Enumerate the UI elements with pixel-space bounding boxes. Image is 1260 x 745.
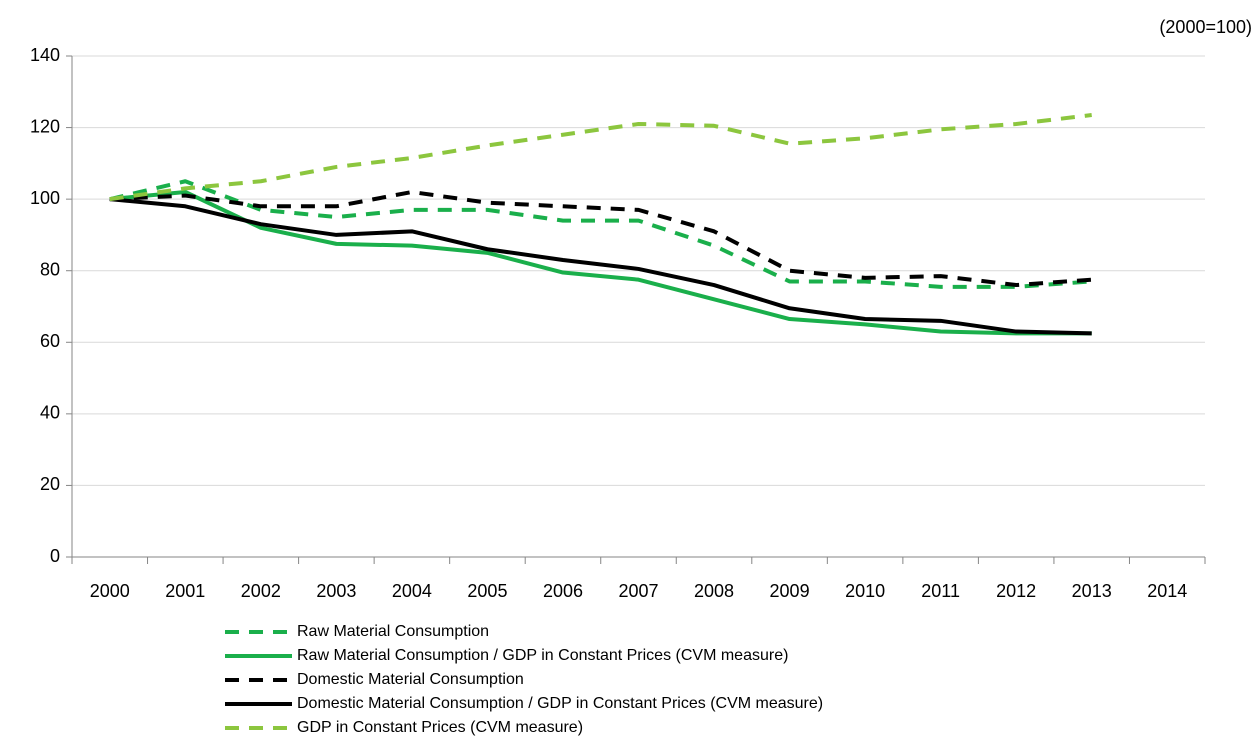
y-tick-label: 80 — [40, 259, 60, 279]
x-tick-label: 2010 — [845, 581, 885, 601]
x-tick-label: 2014 — [1147, 581, 1187, 601]
y-tick-label: 120 — [30, 116, 60, 136]
series-line — [109, 189, 1092, 336]
y-tick-label: 100 — [30, 188, 60, 208]
legend-label: Raw Material Consumption / GDP in Consta… — [297, 647, 788, 664]
unit-annotation: (2000=100) — [1159, 17, 1252, 37]
x-tick-label: 2011 — [921, 581, 960, 601]
legend-label: Domestic Material Consumption — [297, 671, 524, 688]
x-tick-label: 2007 — [618, 581, 658, 601]
series-line — [109, 113, 1092, 202]
x-tick-label: 2002 — [241, 581, 281, 601]
y-tick-label: 140 — [30, 45, 60, 65]
y-tick-label: 60 — [40, 331, 60, 351]
legend: Raw Material Consumption Raw Material Con… — [225, 623, 823, 736]
x-tick-label: 2000 — [90, 581, 130, 601]
y-tick-label: 40 — [40, 403, 60, 423]
legend-label: Domestic Material Consumption / GDP in C… — [297, 695, 823, 712]
x-tick-label: 2003 — [316, 581, 356, 601]
y-tick-label: 0 — [50, 546, 60, 566]
x-tick-label: 2013 — [1072, 581, 1112, 601]
legend-label: GDP in Constant Prices (CVM measure) — [297, 719, 583, 736]
series-line — [109, 197, 1092, 336]
x-tick-label: 2001 — [165, 581, 205, 601]
legend-label: Raw Material Consumption — [297, 623, 489, 640]
x-tick-label: 2006 — [543, 581, 583, 601]
x-tick-label: 2012 — [996, 581, 1036, 601]
series-line — [109, 179, 1092, 289]
x-tick-label: 2009 — [770, 581, 810, 601]
x-tick-label: 2005 — [467, 581, 507, 601]
y-tick-label: 20 — [40, 474, 60, 494]
x-tick-label: 2004 — [392, 581, 432, 601]
x-tick-label: 2008 — [694, 581, 734, 601]
